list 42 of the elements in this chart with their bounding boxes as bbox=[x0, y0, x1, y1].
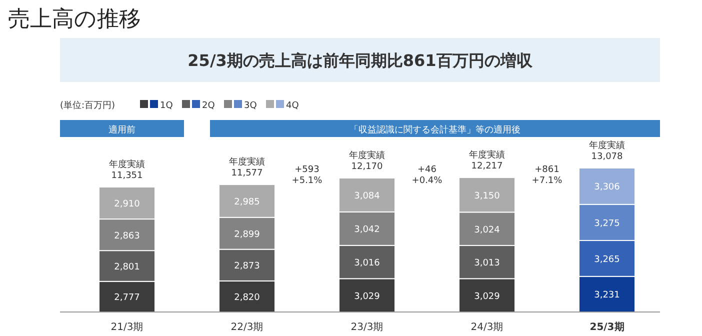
text: 「収益認識に関する会計基準」等の適用後 bbox=[350, 124, 520, 136]
legend-label: 4Q bbox=[286, 101, 299, 111]
chart-title: 売上高の推移 bbox=[8, 7, 141, 32]
x-tick-label: 25/3期 bbox=[590, 321, 624, 333]
legend-label: 2Q bbox=[202, 101, 215, 111]
data-label: 3,029 bbox=[354, 292, 380, 302]
annotation: +593 +5.1% bbox=[292, 165, 323, 186]
total-label: 年度実績 11,351 bbox=[109, 159, 145, 181]
data-label: 2,985 bbox=[234, 197, 260, 208]
annotation: +46 +0.4% bbox=[412, 165, 443, 186]
data-label: 3,265 bbox=[594, 254, 620, 265]
x-tick-label: 21/3期 bbox=[110, 321, 144, 333]
text: (単位:百万円) bbox=[60, 100, 116, 111]
data-label: 2,820 bbox=[234, 292, 260, 303]
data-label: 2,801 bbox=[114, 262, 140, 272]
data-label: 3,084 bbox=[354, 191, 380, 202]
data-label: 3,029 bbox=[474, 292, 500, 302]
x-tick-label: 24/3期 bbox=[470, 321, 504, 333]
data-label: 3,016 bbox=[354, 258, 380, 269]
data-label: 3,275 bbox=[594, 218, 620, 229]
data-label: 2,777 bbox=[114, 293, 140, 304]
total-label: 年度実績 11,577 bbox=[229, 156, 265, 178]
x-tick-label: 23/3期 bbox=[350, 321, 384, 333]
data-label: 3,024 bbox=[474, 225, 500, 236]
data-label: 3,013 bbox=[474, 258, 500, 269]
data-label: 3,306 bbox=[594, 182, 620, 193]
data-label: 2,910 bbox=[114, 200, 140, 210]
legend-label: 1Q bbox=[160, 101, 173, 111]
chart-subtitle: 25/3期の売上高は前年同期比861百万円の増収 bbox=[188, 51, 534, 70]
legend-label: 3Q bbox=[244, 101, 257, 111]
data-label: 3,042 bbox=[354, 225, 380, 236]
data-label: 3,231 bbox=[594, 290, 620, 301]
total-label: 年度実績 12,170 bbox=[349, 150, 385, 172]
total-label: 年度実績 12,217 bbox=[469, 149, 505, 172]
data-label: 2,863 bbox=[114, 231, 140, 242]
text: 適用前 bbox=[108, 124, 136, 136]
total-label: 年度実績 13,078 bbox=[589, 140, 625, 162]
data-label: 2,873 bbox=[234, 262, 260, 272]
annotation: +861 +7.1% bbox=[532, 165, 563, 186]
x-tick-label: 22/3期 bbox=[230, 321, 264, 333]
data-label: 3,150 bbox=[474, 191, 500, 202]
data-label: 2,899 bbox=[234, 230, 260, 240]
